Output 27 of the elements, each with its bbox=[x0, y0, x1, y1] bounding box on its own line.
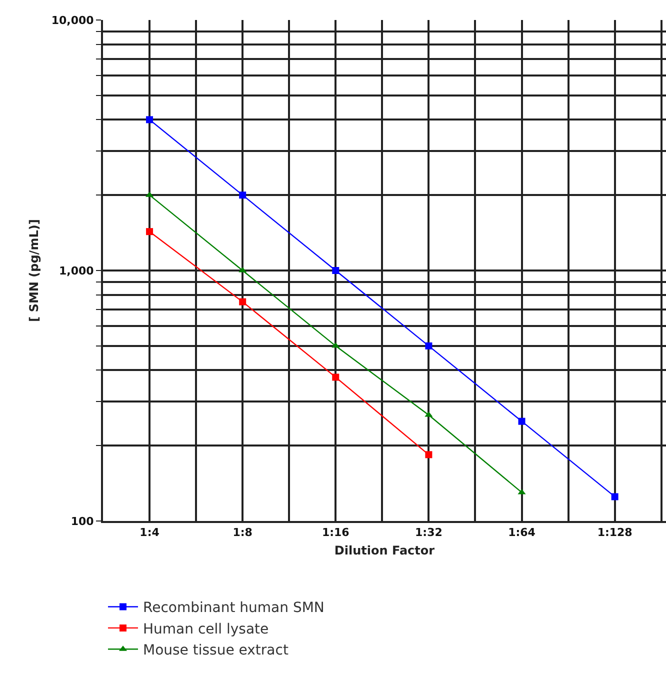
point bbox=[332, 374, 340, 381]
x-tick-label: 1:16 bbox=[322, 526, 350, 540]
x-tick-label: 1:8 bbox=[232, 526, 252, 540]
x-tick-label: 1:128 bbox=[597, 526, 632, 540]
y-tick-label: 100 bbox=[70, 514, 94, 528]
legend-label: Mouse tissue extract bbox=[143, 642, 289, 659]
point bbox=[424, 411, 433, 417]
point bbox=[425, 342, 432, 350]
x-tick-label: 1:4 bbox=[140, 526, 160, 540]
point bbox=[239, 298, 246, 306]
point bbox=[518, 418, 526, 425]
point bbox=[332, 267, 340, 274]
point bbox=[518, 488, 526, 494]
y-axis-title: [ SMN (pg/mL)] bbox=[27, 219, 42, 322]
y-tick-label: 10,000 bbox=[51, 14, 94, 27]
point bbox=[332, 342, 340, 348]
x-tick-label: 1:64 bbox=[508, 526, 536, 540]
point bbox=[146, 228, 154, 236]
point bbox=[425, 451, 432, 458]
x-axis-title: Dilution Factor bbox=[334, 544, 435, 558]
point bbox=[146, 116, 154, 124]
point bbox=[239, 192, 246, 199]
legend-label: Human cell lysate bbox=[143, 621, 269, 638]
y-tick-label: 1,000 bbox=[59, 264, 94, 278]
point bbox=[611, 493, 618, 500]
legend-label: Recombinant human SMN bbox=[143, 600, 324, 616]
x-tick-label: 1:32 bbox=[415, 526, 442, 540]
